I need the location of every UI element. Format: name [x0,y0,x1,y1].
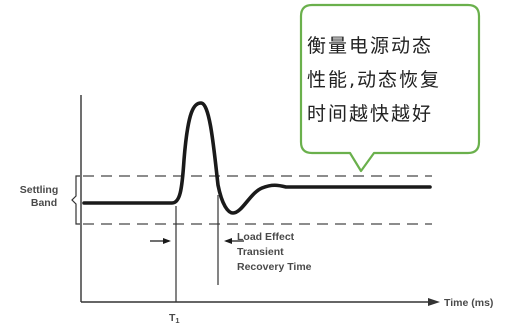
callout-text-line: 性能,动态恢复 [307,69,441,91]
x-axis-label: Time (ms) [444,297,493,309]
load-effect-label: Transient [237,246,284,258]
recovery-arrow-right-head [224,238,232,244]
callout-bubble [299,3,481,173]
callout-text-line: 衡量电源动态 [307,35,433,57]
callout-text-line: 时间越快越好 [307,103,433,125]
settling-band-bracket [71,175,80,225]
recovery-arrow-left-head [163,238,171,244]
load-effect-label: Load Effect [237,231,295,243]
response-curve [82,101,432,215]
x-axis-arrowhead [428,298,440,306]
settling-band-label: Settling [20,184,59,196]
t1-label: T1 [169,312,180,325]
settling-band-label: Band [31,197,57,209]
load-effect-label: Recovery Time [237,261,312,273]
